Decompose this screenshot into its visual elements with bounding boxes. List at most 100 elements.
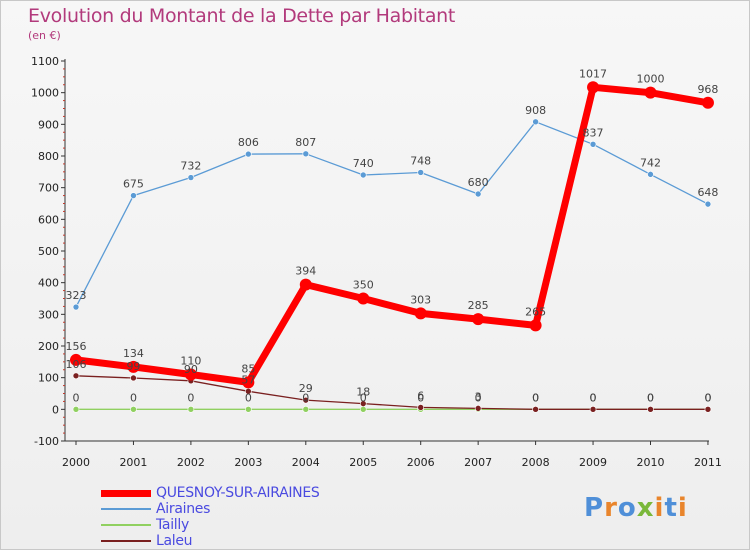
y-tick-label: 1000 (31, 87, 59, 100)
data-label: 350 (353, 279, 374, 292)
data-point (644, 86, 657, 99)
data-label: 110 (180, 355, 201, 368)
legend-label: Tailly (156, 517, 189, 533)
legend-swatch (101, 508, 151, 510)
data-label: 0 (647, 391, 654, 404)
data-label: 0 (590, 391, 597, 404)
chart-unit-label: (en €) (28, 29, 61, 42)
logo-letter: r (604, 493, 618, 523)
data-point (474, 405, 482, 412)
data-point (704, 406, 712, 413)
y-tick-label: 100 (38, 372, 59, 385)
data-point (130, 406, 137, 413)
data-point (589, 140, 597, 148)
data-point (72, 303, 80, 311)
data-point (302, 150, 310, 158)
data-point (72, 406, 80, 413)
data-label: 18 (356, 386, 370, 399)
data-label: 1000 (637, 73, 665, 86)
data-label: 908 (525, 104, 546, 117)
data-label: 106 (66, 358, 87, 371)
data-label: 0 (130, 391, 137, 404)
logo-letter: i (654, 493, 665, 523)
y-tick-label: 400 (38, 277, 59, 290)
legend-label: QUESNOY-SUR-AIRAINES (156, 485, 320, 501)
data-point (130, 374, 137, 382)
legend-label: Airaines (156, 501, 211, 517)
x-tick-label: 2001 (119, 456, 147, 469)
x-tick-label: 2009 (579, 456, 607, 469)
data-point (302, 406, 310, 413)
data-point (417, 404, 425, 411)
y-tick-label: 700 (38, 182, 59, 195)
data-label: 837 (583, 126, 604, 139)
data-label: 0 (532, 391, 539, 404)
data-point (472, 313, 485, 326)
data-point (647, 171, 654, 178)
data-point (130, 192, 137, 199)
data-point (70, 353, 82, 366)
logo-letter: t (664, 493, 678, 523)
data-label: 748 (410, 154, 431, 167)
data-label: 742 (640, 156, 661, 169)
x-tick-label: 2005 (349, 456, 377, 469)
y-tick-label: 900 (38, 118, 59, 131)
data-point (187, 174, 195, 181)
data-label: 0 (647, 391, 654, 404)
data-label: 0 (590, 391, 597, 404)
legend-label: Laleu (156, 533, 193, 549)
series-line (75, 121, 709, 308)
data-point (474, 190, 482, 198)
data-point (359, 171, 367, 179)
x-tick-label: 2008 (522, 456, 550, 469)
data-label: 807 (295, 136, 316, 149)
data-label: 3 (475, 390, 482, 403)
y-tick-label: 0 (52, 403, 59, 416)
logo-letter: P (584, 493, 605, 523)
data-point (184, 368, 197, 381)
data-label: 303 (410, 293, 431, 306)
x-tick-label: 2011 (694, 456, 722, 469)
data-label: 265 (525, 305, 546, 318)
data-label: 99 (126, 360, 140, 373)
data-label: 394 (295, 265, 316, 278)
data-label: 0 (245, 391, 252, 404)
data-label: 0 (704, 391, 711, 404)
proxiti-logo: Proxiti (584, 493, 688, 523)
data-label: 6 (417, 389, 424, 402)
logo-letter: x (636, 493, 655, 523)
data-label: 134 (123, 347, 144, 360)
data-label: 675 (123, 178, 144, 191)
x-tick-label: 2010 (637, 456, 665, 469)
logo-letter: i (677, 493, 688, 523)
x-tick-label: 2006 (407, 456, 435, 469)
data-label: 57 (241, 373, 255, 386)
data-label: 285 (468, 299, 489, 312)
data-label: 740 (353, 157, 374, 170)
chart-title: Evolution du Montant de la Dette par Hab… (28, 5, 456, 27)
y-tick-label: 800 (38, 150, 59, 163)
data-point (587, 81, 600, 94)
legend-swatch (101, 524, 151, 526)
data-point (532, 118, 539, 126)
data-label: 0 (187, 391, 194, 404)
data-point (302, 396, 310, 404)
data-point (299, 278, 312, 291)
x-tick-label: 2002 (177, 456, 205, 469)
data-label: 323 (66, 289, 87, 302)
data-point (704, 200, 712, 208)
data-point (357, 292, 370, 305)
data-label: 29 (299, 382, 313, 395)
data-point (414, 307, 427, 320)
data-label: 0 (532, 391, 539, 404)
data-point (529, 319, 542, 332)
data-label: 156 (66, 340, 87, 353)
x-tick-label: 2000 (62, 456, 90, 469)
data-label: 0 (704, 391, 711, 404)
x-tick-label: 2007 (464, 456, 492, 469)
data-label: 0 (360, 391, 367, 404)
data-point (647, 406, 654, 413)
logo-letter: o (617, 493, 637, 523)
